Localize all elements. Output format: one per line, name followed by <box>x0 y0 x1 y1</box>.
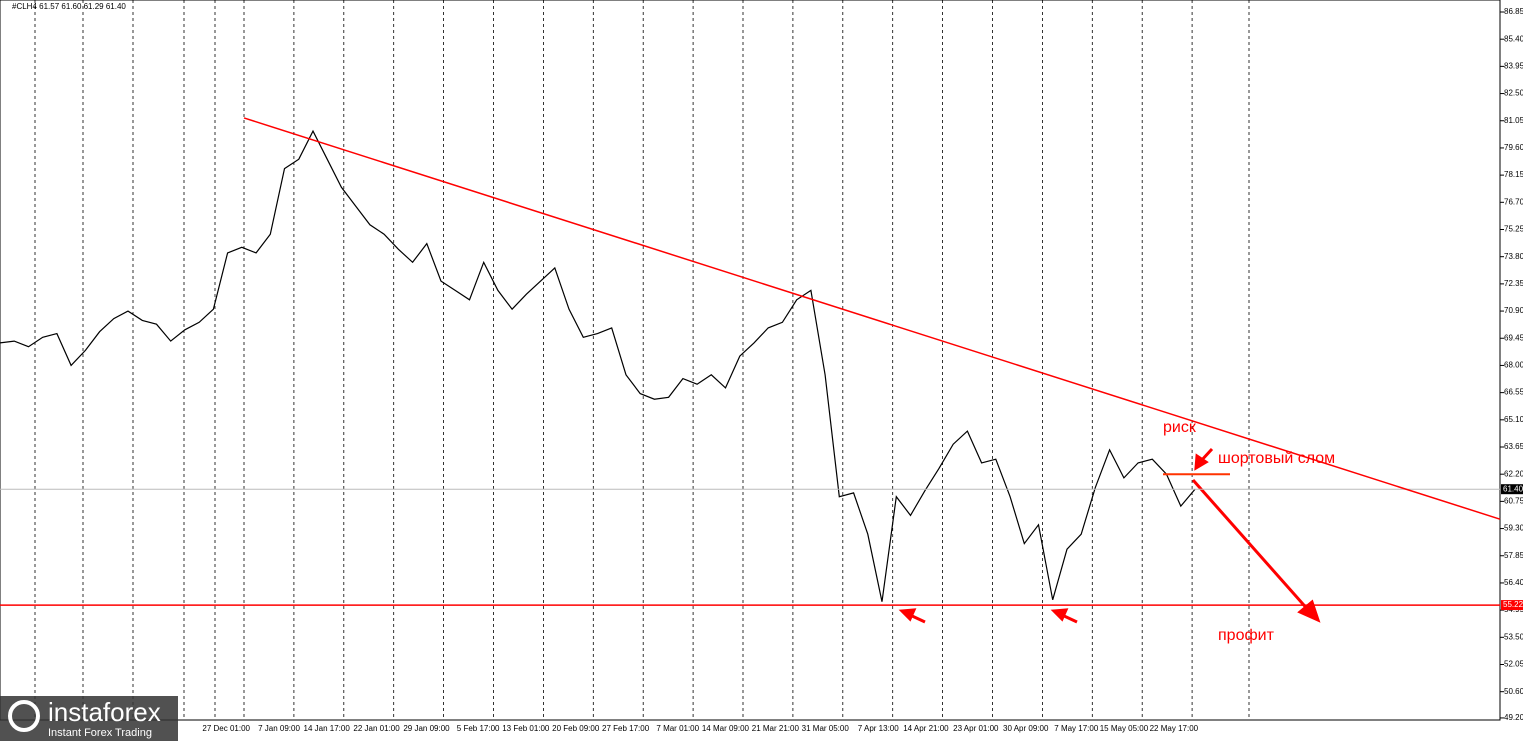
x-tick-label: 27 Dec 01:00 <box>202 724 250 733</box>
y-tick-label: 81.05 <box>1504 116 1523 125</box>
watermark-brand: instaforex <box>48 697 161 727</box>
y-tick-label: 82.50 <box>1504 89 1523 98</box>
trend-line <box>243 117 1501 520</box>
x-tick-label: 23 Apr 01:00 <box>953 724 999 733</box>
x-tick-label: 30 Apr 09:00 <box>1003 724 1049 733</box>
y-tick-label: 65.10 <box>1504 415 1523 424</box>
x-tick-label: 7 Mar 01:00 <box>656 724 699 733</box>
support-label: 55.22 <box>1503 600 1523 609</box>
watermark-slogan: Instant Forex Trading <box>48 727 152 739</box>
arrow-head <box>1194 453 1209 471</box>
profit-arrow <box>1191 479 1312 613</box>
y-tick-label: 62.20 <box>1504 469 1523 478</box>
arrows <box>898 447 1321 624</box>
x-tick-label: 7 Apr 13:00 <box>858 724 899 733</box>
y-tick-label: 53.50 <box>1504 632 1523 641</box>
support-box <box>1501 600 1523 611</box>
y-tick-label: 79.60 <box>1504 143 1523 152</box>
y-tick-label: 63.65 <box>1504 442 1523 451</box>
y-tick-label: 52.05 <box>1504 660 1523 669</box>
y-tick-label: 86.85 <box>1504 7 1523 16</box>
y-tick-label: 68.00 <box>1504 361 1523 370</box>
x-tick-label: 7 May 17:00 <box>1054 724 1099 733</box>
x-tick-label: 15 May 05:00 <box>1100 724 1149 733</box>
current-price-box <box>1501 484 1523 495</box>
y-tick-label: 59.30 <box>1504 524 1523 533</box>
x-tick-label: 29 Jan 09:00 <box>403 724 450 733</box>
x-tick-label: 31 Mar 05:00 <box>802 724 850 733</box>
x-tick-label: 27 Feb 17:00 <box>602 724 650 733</box>
watermark-logo <box>8 700 40 732</box>
profit-label: профит <box>1218 627 1275 644</box>
y-tick-label: 50.60 <box>1504 687 1523 696</box>
y-tick-label: 66.55 <box>1504 388 1523 397</box>
y-tick-label: 85.40 <box>1504 34 1523 43</box>
plot-frame <box>0 0 1501 721</box>
x-tick-label: 14 Jan 17:00 <box>304 724 351 733</box>
y-tick-label: 56.40 <box>1504 578 1523 587</box>
x-tick-label: 20 Feb 09:00 <box>552 724 600 733</box>
x-tick-label: 22 Jan 01:00 <box>353 724 400 733</box>
arrow-head <box>898 608 917 622</box>
y-tick-label: 83.95 <box>1504 61 1523 70</box>
y-tick-label: 73.80 <box>1504 252 1523 261</box>
x-tick-label: 13 Feb 01:00 <box>502 724 550 733</box>
x-tick-label: 21 Mar 21:00 <box>752 724 800 733</box>
current-price-label: 61.40 <box>1503 484 1523 493</box>
short-break-label: шортовый слом <box>1218 450 1335 467</box>
y-tick-label: 76.70 <box>1504 197 1523 206</box>
y-tick-label: 70.90 <box>1504 306 1523 315</box>
y-tick-label: 57.85 <box>1504 551 1523 560</box>
y-tick-label: 60.75 <box>1504 496 1523 505</box>
x-tick-label: 14 Apr 21:00 <box>903 724 949 733</box>
x-tick-label: 7 Jan 09:00 <box>258 724 300 733</box>
y-tick-label: 75.25 <box>1504 225 1523 234</box>
price-line <box>0 129 1196 602</box>
x-tick-label: 22 May 17:00 <box>1150 724 1199 733</box>
symbol-header: #CLH4 61.57 61.60 61.29 61.40 <box>12 2 126 11</box>
arrow-head <box>1297 599 1321 623</box>
arrow-head <box>1050 608 1069 622</box>
y-tick-label: 78.15 <box>1504 170 1523 179</box>
x-tick-label: 14 Mar 09:00 <box>702 724 750 733</box>
y-tick-label: 49.20 <box>1504 713 1523 722</box>
y-tick-label: 69.45 <box>1504 333 1523 342</box>
risk-label: риск <box>1163 419 1197 436</box>
x-tick-label: 5 Feb 17:00 <box>457 724 500 733</box>
y-tick-label: 72.35 <box>1504 279 1523 288</box>
